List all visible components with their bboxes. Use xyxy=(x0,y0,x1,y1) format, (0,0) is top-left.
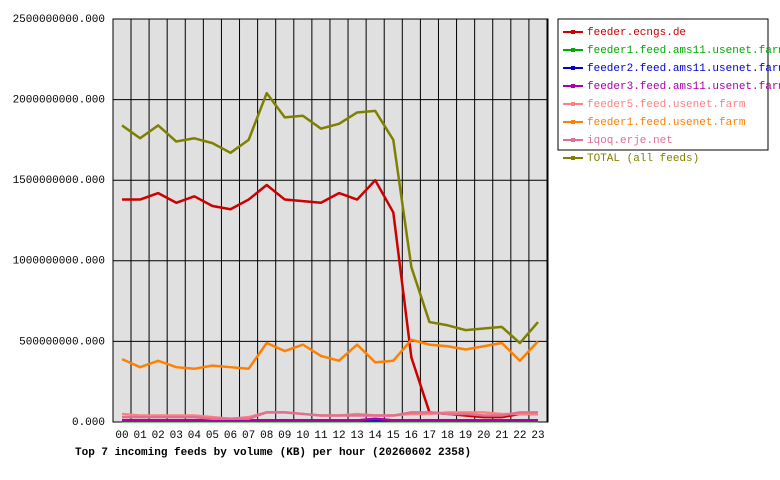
y-tick-label: 0.000 xyxy=(72,417,105,429)
y-tick-label: 2000000000.000 xyxy=(13,95,105,107)
x-tick-label: 05 xyxy=(206,430,219,442)
legend-marker xyxy=(571,48,575,52)
x-tick-label: 06 xyxy=(224,430,237,442)
x-tick-label: 07 xyxy=(242,430,255,442)
legend-marker xyxy=(571,138,575,142)
x-tick-label: 10 xyxy=(296,430,309,442)
x-tick-label: 08 xyxy=(260,430,273,442)
legend-label: feeder1.feed.usenet.farm xyxy=(587,117,746,129)
x-tick-label: 09 xyxy=(278,430,291,442)
y-tick-label: 1000000000.000 xyxy=(13,256,105,268)
chart-title: Top 7 incoming feeds by volume (KB) per … xyxy=(75,447,471,459)
legend-label: feeder3.feed.ams11.usenet.farm xyxy=(587,81,780,93)
x-tick-label: 03 xyxy=(170,430,183,442)
x-tick-label: 20 xyxy=(477,430,490,442)
legend-marker xyxy=(571,120,575,124)
x-tick-label: 21 xyxy=(495,430,509,442)
x-tick-label: 02 xyxy=(152,430,165,442)
x-tick-label: 16 xyxy=(405,430,418,442)
x-tick-label: 15 xyxy=(387,430,400,442)
x-tick-label: 23 xyxy=(531,430,544,442)
x-tick-label: 11 xyxy=(314,430,328,442)
legend xyxy=(557,18,769,151)
legend-label: iqoq.erje.net xyxy=(587,135,673,147)
x-tick-label: 13 xyxy=(351,430,364,442)
y-tick-label: 500000000.000 xyxy=(19,336,105,348)
legend-label: feeder2.feed.ams11.usenet.farm xyxy=(587,63,780,75)
plot-area xyxy=(112,18,549,423)
x-tick-label: 14 xyxy=(369,430,383,442)
y-tick-label: 2500000000.000 xyxy=(13,14,105,26)
series-line xyxy=(121,91,539,345)
legend-label: feeder5.feed.usenet.farm xyxy=(587,99,746,111)
legend-marker xyxy=(571,156,575,160)
legend-label: TOTAL (all feeds) xyxy=(587,153,699,165)
x-tick-label: 17 xyxy=(423,430,436,442)
legend-marker xyxy=(571,84,575,88)
legend-marker xyxy=(571,66,575,70)
series-line xyxy=(122,178,538,419)
x-tick-label: 22 xyxy=(513,430,526,442)
legend-label: feeder1.feed.ams11.usenet.farm xyxy=(587,45,780,57)
y-tick-label: 1500000000.000 xyxy=(13,175,105,187)
series-line xyxy=(121,338,539,371)
x-tick-label: 18 xyxy=(441,430,454,442)
x-tick-label: 00 xyxy=(115,430,128,442)
x-tick-label: 19 xyxy=(459,430,472,442)
x-tick-label: 01 xyxy=(133,430,147,442)
x-tick-label: 04 xyxy=(188,430,202,442)
series-line xyxy=(122,417,538,422)
x-tick-label: 12 xyxy=(332,430,345,442)
legend-marker xyxy=(571,30,575,34)
legend-label: feeder.ecngs.de xyxy=(587,27,686,39)
legend-marker xyxy=(571,102,575,106)
series-line xyxy=(122,411,538,421)
